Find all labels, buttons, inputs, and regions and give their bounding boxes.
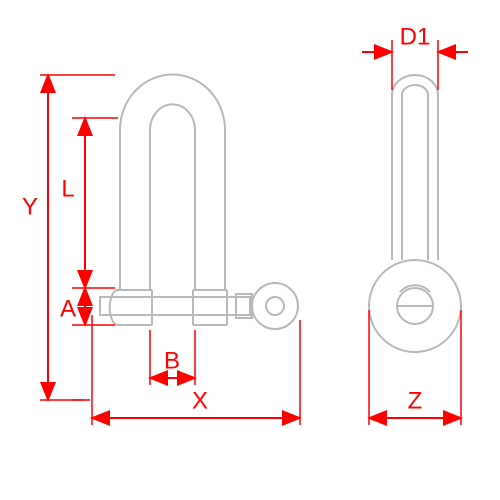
label-A: A xyxy=(60,295,76,322)
lug-left xyxy=(110,290,152,325)
label-L: L xyxy=(61,175,74,202)
front-view xyxy=(100,74,298,329)
label-X: X xyxy=(192,387,208,414)
shackle-body-inner xyxy=(150,104,195,290)
side-top xyxy=(392,75,438,260)
side-view xyxy=(369,75,461,352)
shackle-body-outer xyxy=(120,74,225,290)
label-Z: Z xyxy=(408,387,423,414)
label-B: B xyxy=(164,347,180,374)
pin-eye-outer xyxy=(252,283,298,329)
label-Y: Y xyxy=(22,193,38,220)
lug-right xyxy=(193,290,227,325)
label-D1: D1 xyxy=(400,23,431,50)
pin-eye-inner xyxy=(266,297,284,315)
